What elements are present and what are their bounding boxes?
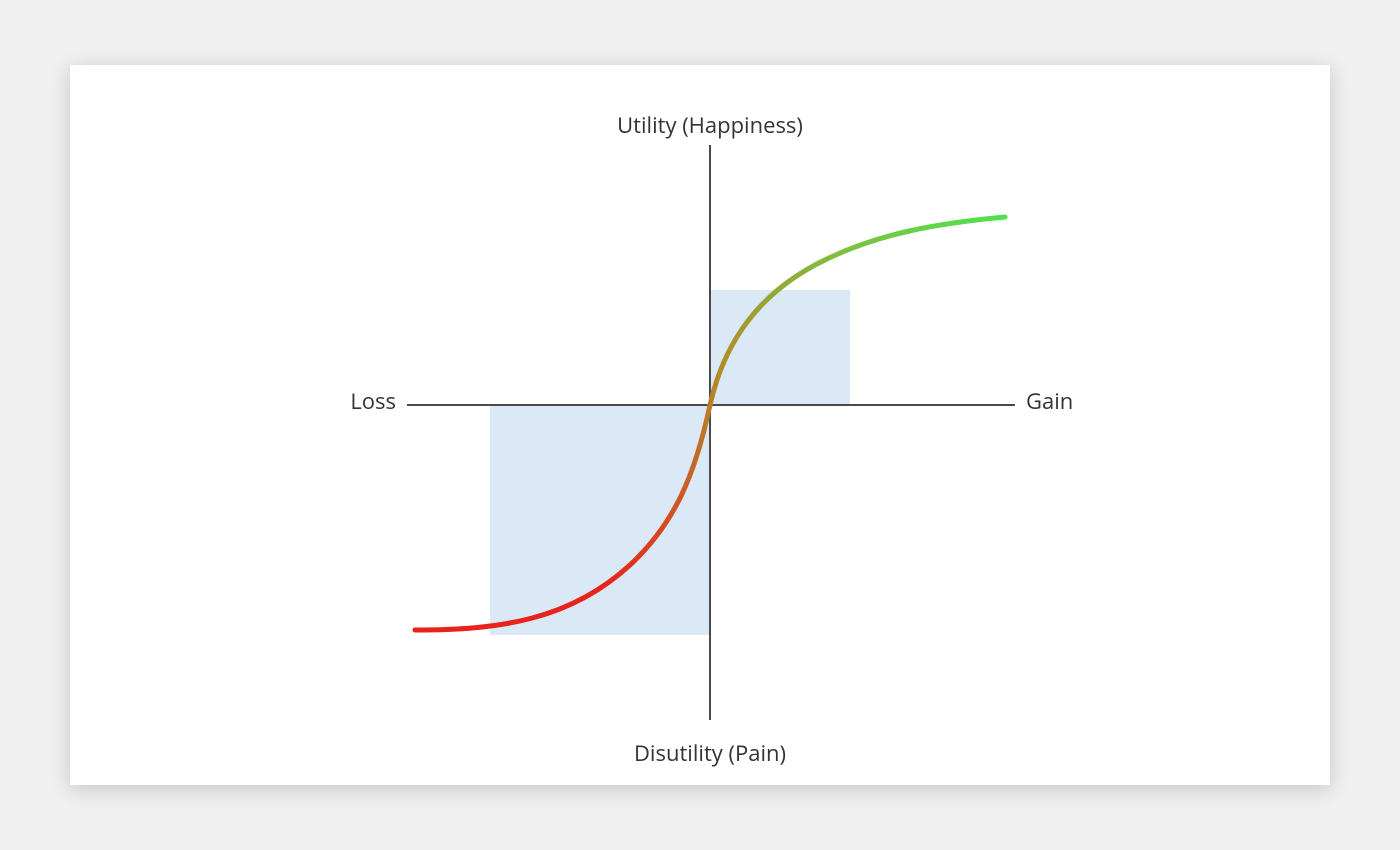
chart-card: Utility (Happiness) Disutility (Pain) Lo… [70, 65, 1330, 785]
label-disutility-bottom: Disutility (Pain) [634, 738, 786, 768]
label-utility-top: Utility (Happiness) [617, 110, 803, 140]
utility-curve-chart: Utility (Happiness) Disutility (Pain) Lo… [70, 65, 1330, 785]
label-loss-left: Loss [350, 386, 396, 416]
loss-highlight-box [490, 405, 710, 635]
label-gain-right: Gain [1026, 386, 1073, 416]
